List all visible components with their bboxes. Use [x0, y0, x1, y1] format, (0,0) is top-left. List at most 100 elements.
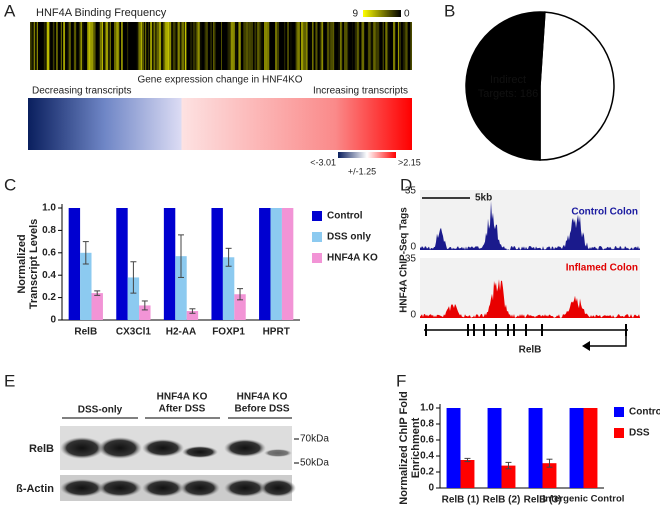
heatmap-stripe [205, 22, 208, 70]
heatmap-stripe [340, 22, 342, 70]
error-bar [225, 247, 232, 267]
heatmap-stripe [257, 22, 260, 70]
chip-track [420, 200, 640, 250]
heatmap-stripe [338, 22, 341, 70]
heatmap-stripe [229, 22, 231, 70]
y-tick-label: 0.2 [42, 292, 56, 303]
heatmap-stripe [109, 22, 111, 70]
bar [569, 408, 584, 488]
bar [68, 208, 81, 320]
expression-label: Increasing transcripts [313, 86, 408, 97]
heatmap-stripe [405, 22, 408, 70]
heatmap-stripe [238, 22, 241, 70]
x-tick-label: RelB (2) [483, 495, 521, 506]
heatmap-stripe [310, 22, 312, 70]
heatmap-stripe [30, 22, 32, 70]
heatmap-stripe [357, 22, 360, 70]
error-bar [178, 234, 184, 278]
heatmap-stripe [321, 22, 324, 70]
heatmap-stripe [387, 22, 390, 70]
heatmap-stripe [165, 22, 168, 70]
heatmap-stripe [46, 22, 50, 70]
heatmap-stripe [60, 22, 62, 70]
heatmap-stripe [103, 22, 104, 70]
track-label: Control Colon [571, 207, 638, 218]
colorbar-label: +/-1.25 [348, 166, 376, 176]
panel-label: F [396, 371, 406, 390]
heatmap-stripe [250, 22, 254, 70]
heatmap-stripe [249, 22, 251, 70]
heatmap-stripe [126, 22, 129, 70]
tss-arrow [590, 336, 627, 347]
heatmap-stripe [113, 22, 117, 70]
heatmap-stripe [233, 22, 235, 70]
heatmap-stripe [213, 22, 214, 70]
gene-label: RelB [519, 345, 542, 356]
y-tick-label: 1.0 [420, 403, 434, 414]
bar [186, 311, 199, 320]
heatmap-stripe [97, 22, 98, 70]
legend-label: DSS [629, 428, 650, 439]
heatmap-stripe [36, 22, 39, 70]
heatmap-stripe [237, 22, 239, 70]
heatmap-stripe [74, 22, 77, 70]
heatmap-stripe [259, 22, 262, 70]
heatmap-stripe [87, 22, 89, 70]
exons [425, 324, 627, 336]
heatmap-stripe [78, 22, 81, 70]
bands [60, 437, 296, 497]
heatmap-stripe [136, 22, 139, 70]
panel-label: C [4, 175, 16, 194]
heatmap-stripe [192, 22, 196, 70]
heatmap-stripe [43, 22, 46, 70]
x-tick-label: H2-AA [166, 327, 197, 338]
heatmap-stripe [328, 22, 331, 70]
error-bar [546, 458, 553, 468]
bar [222, 257, 235, 320]
heatmap-stripe [141, 22, 145, 70]
heatmap-stripe [323, 22, 324, 70]
heatmap-stripe [139, 22, 141, 70]
y-tick-label: 0.8 [42, 225, 56, 236]
heatmap-stripe [330, 22, 333, 70]
heatmap-stripe [138, 22, 140, 70]
y-tick-label: 0 [50, 315, 56, 326]
colorbar-label: 9 [352, 9, 358, 20]
heatmap-stripe [156, 22, 160, 70]
heatmap-stripe [234, 22, 238, 70]
heatmap-stripe [175, 22, 178, 70]
slice-label: Indirect [490, 74, 526, 86]
x-tick-label: CX3Cl1 [116, 327, 151, 338]
heatmap-stripe [190, 22, 192, 70]
heatmap-stripe [34, 22, 37, 70]
y-tick-label: 0.6 [42, 247, 56, 258]
bar [80, 252, 92, 320]
y-tick-label: 0.2 [420, 467, 434, 478]
heatmap-stripe [99, 22, 102, 70]
group-label: HNF4A KO [237, 392, 288, 403]
heatmap-stripe [386, 22, 388, 70]
bar [234, 294, 246, 320]
heatmap-stripe [145, 22, 147, 70]
heatmap-stripe [169, 22, 172, 70]
slice-value-label: Targets: 186 [478, 88, 539, 100]
heatmap-stripe [275, 22, 276, 70]
error-bar [82, 241, 89, 265]
heatmap-stripe [179, 22, 182, 70]
heatmap-stripe [198, 22, 200, 70]
track-tick: 0 [410, 242, 416, 253]
heatmap-stripe [397, 22, 400, 70]
legend-label: DSS only [327, 232, 371, 243]
heatmap-stripe [265, 22, 268, 70]
x-tick-label: RelB [74, 327, 97, 338]
heatmap-title: HNF4A Binding Frequency [36, 7, 167, 19]
heatmap-stripe [243, 22, 246, 70]
heatmap-stripe [203, 22, 206, 70]
track-label: Inflamed Colon [566, 263, 638, 274]
heatmap-panel: HNF4A Binding Frequency 9 0 Gene express… [28, 7, 421, 176]
heatmap-stripe [303, 22, 306, 70]
colorbar-label: 0 [404, 9, 410, 20]
heatmap-stripe [80, 22, 83, 70]
heatmap-stripe [357, 22, 358, 70]
bar [127, 277, 140, 320]
